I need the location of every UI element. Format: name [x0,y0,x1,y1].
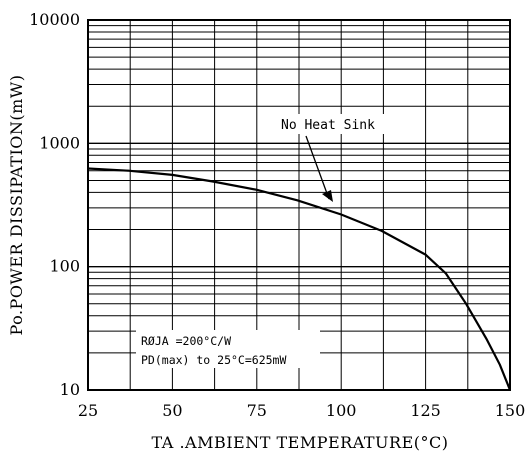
grid [88,20,510,390]
x-axis-title: TA .AMBIENT TEMPERATURE(°C) [152,433,449,452]
plot-frame [87,19,511,391]
y-tick-label: 100 [49,257,80,276]
note-max-power: PD(max) to 25°C=625mW [141,353,286,367]
x-tick-label: 150 [495,401,525,420]
x-tick-label: 125 [410,401,441,420]
y-tick-labels: 10 100 1000 10000 [29,10,80,399]
y-tick-label: 10000 [29,10,80,29]
series-label: No Heat Sink [281,118,375,133]
x-tick-label: 100 [326,401,357,420]
y-tick-label: 1000 [39,133,80,152]
note-thermal-resistance: RØJA =200°C/W [141,334,231,348]
series-line-no-heat-sink [87,167,512,391]
y-tick-label: 10 [60,380,80,399]
x-tick-label: 50 [162,401,182,420]
x-tick-label: 25 [78,401,98,420]
leader-arrowhead [322,190,333,202]
leader-line [305,135,330,200]
y-axis-title: Po.POWER DISSIPATION(mW) [7,75,26,336]
x-tick-labels: 25 50 75 100 125 150 [78,401,525,420]
series-label-box [276,114,392,134]
x-tick-label: 75 [247,401,267,420]
note-box [136,330,320,368]
